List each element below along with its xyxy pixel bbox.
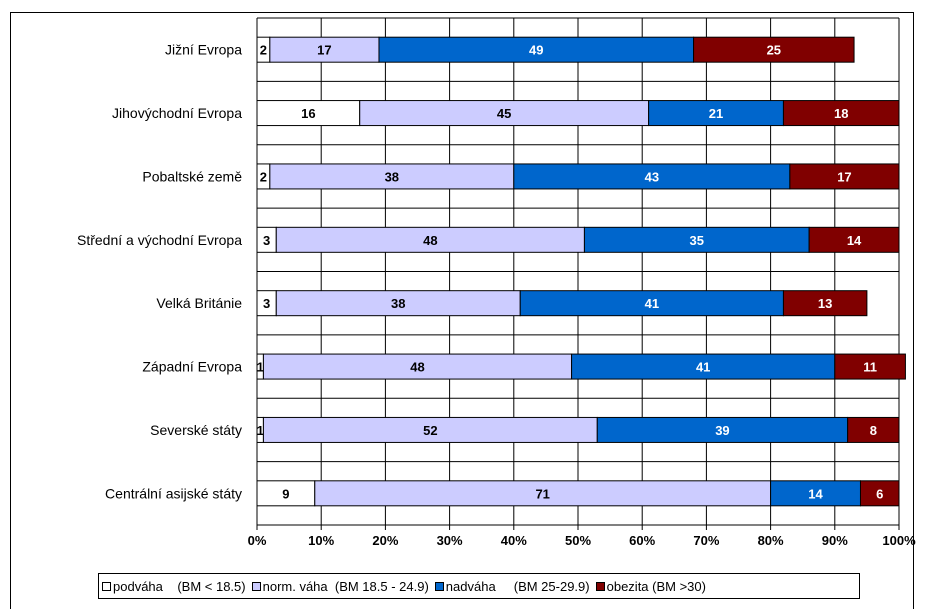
bar-segment <box>782 290 868 317</box>
data-label: 71 <box>535 486 549 501</box>
legend-item: norm. váha (BM 18.5 - 24.9) <box>251 578 429 594</box>
legend-swatch <box>434 581 444 591</box>
bar-segment <box>693 36 855 63</box>
legend-item: nadváha (BM 25-29.9) <box>434 578 590 594</box>
data-label: 3 <box>263 233 270 248</box>
legend-swatch <box>102 581 111 591</box>
category-label: Severské státy <box>150 422 242 438</box>
data-label: 6 <box>876 486 883 501</box>
grid <box>256 17 900 530</box>
bar-segment <box>789 163 900 190</box>
x-tick-label: 20% <box>372 533 398 548</box>
data-label: 35 <box>690 233 704 248</box>
bar-segment <box>583 226 810 253</box>
data-label: 38 <box>385 169 399 184</box>
data-label: 21 <box>709 106 723 121</box>
data-label: 43 <box>645 169 659 184</box>
x-axis-ticks: 0% 10% 20% 30% 40% 50% 60% 70% 80% 90% 100% <box>248 533 916 548</box>
data-label: 3 <box>263 296 270 311</box>
data-label: 52 <box>423 423 437 438</box>
x-tick-label: 80% <box>758 533 784 548</box>
data-label: 25 <box>767 43 781 58</box>
x-tick-label: 10% <box>308 533 334 548</box>
bar-segment <box>256 480 316 507</box>
x-tick-label: 50% <box>565 533 591 548</box>
data-label: 45 <box>497 106 511 121</box>
data-label: 2 <box>260 43 267 58</box>
data-label: 11 <box>863 360 877 375</box>
data-label: 48 <box>423 233 437 248</box>
data-label: 9 <box>282 486 289 501</box>
data-label: 18 <box>834 106 848 121</box>
category-labels: Jižní Evropa Jihovýchodní Evropa Pobaltské… <box>77 42 242 502</box>
legend-item: obezita (BM >30) <box>595 578 706 594</box>
x-tick-label: 60% <box>629 533 655 548</box>
data-label: 41 <box>696 360 710 375</box>
legend-label: obezita (BM >30) <box>606 578 706 594</box>
chart-frame <box>10 12 914 609</box>
data-label: 16 <box>301 106 315 121</box>
bar-segment <box>359 100 650 127</box>
bar-segment <box>808 226 900 253</box>
data-label: 17 <box>317 43 331 58</box>
bar-segment <box>519 290 784 317</box>
data-label: 13 <box>818 296 832 311</box>
bar-segment <box>782 100 900 127</box>
x-tick-label: 100% <box>882 533 916 548</box>
bar-segment <box>770 480 861 507</box>
legend-label: nadváha (BM 25-29.9) <box>445 578 590 594</box>
data-label: 8 <box>870 423 877 438</box>
bar-segment <box>834 353 906 380</box>
data-label: 1 <box>257 423 264 438</box>
data-label: 49 <box>529 43 543 58</box>
category-label: Jižní Evropa <box>165 42 242 58</box>
bar-segment <box>571 353 836 380</box>
legend: podváha (BM < 18.5) norm. váha (BM 18.5 -… <box>98 573 860 599</box>
legend-label: podváha (BM < 18.5) <box>113 578 246 594</box>
bar-segment <box>275 226 585 253</box>
bar-segment <box>256 100 361 127</box>
data-label: 2 <box>260 169 267 184</box>
data-label: 48 <box>410 360 424 375</box>
category-label: Západní Evropa <box>142 359 242 375</box>
bar-segment <box>847 416 900 443</box>
bar-segment <box>262 416 598 443</box>
data-label: 1 <box>257 360 264 375</box>
x-tick-label: 90% <box>822 533 848 548</box>
category-label: Pobaltské země <box>142 168 242 184</box>
bar-segment <box>513 163 791 190</box>
bar-segment <box>859 480 900 507</box>
x-tick-label: 0% <box>248 533 267 548</box>
x-tick-label: 30% <box>437 533 463 548</box>
data-label: 17 <box>837 169 851 184</box>
x-tick-label: 40% <box>501 533 527 548</box>
data-label: 14 <box>847 233 862 248</box>
data-label: 14 <box>808 486 823 501</box>
legend-swatch <box>595 581 605 591</box>
category-label: Jihovýchodní Evropa <box>112 105 242 121</box>
category-label: Centrální asijské státy <box>105 485 242 501</box>
bar-segment <box>314 480 772 507</box>
category-label: Velká Británie <box>156 295 242 311</box>
legend-swatch <box>251 581 261 591</box>
data-label: 41 <box>645 296 659 311</box>
x-tick-label: 70% <box>693 533 719 548</box>
legend-label: norm. váha (BM 18.5 - 24.9) <box>262 578 429 594</box>
bar-segment <box>262 353 573 380</box>
data-label: 39 <box>715 423 729 438</box>
legend-item: podváha (BM < 18.5) <box>102 579 246 594</box>
data-label: 38 <box>391 296 405 311</box>
category-label: Střední a východní Evropa <box>77 232 242 248</box>
